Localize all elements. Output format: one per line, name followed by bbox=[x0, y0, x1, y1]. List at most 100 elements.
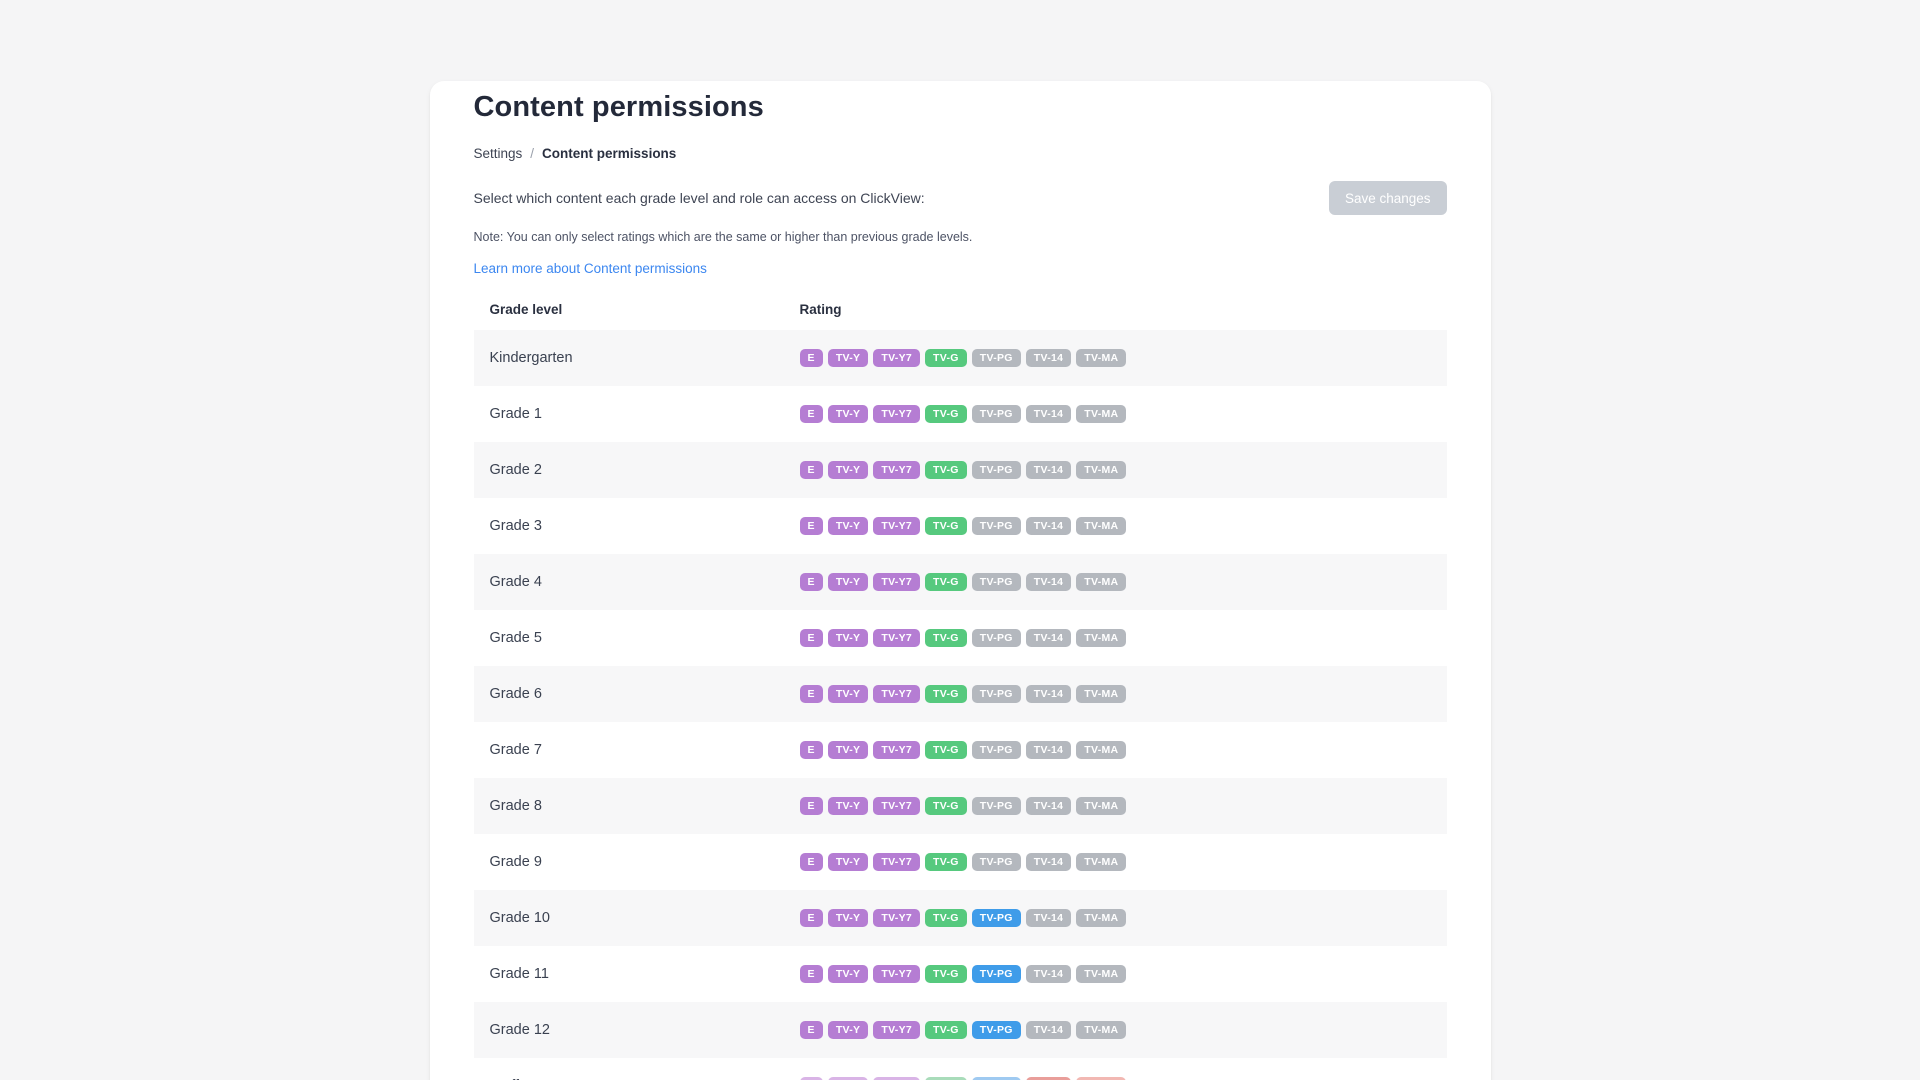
rating-badge-tv-y[interactable]: TV-Y bbox=[827, 965, 869, 983]
rating-badge-tv-y[interactable]: TV-Y bbox=[827, 909, 869, 927]
rating-badge-tv-pg[interactable]: TV-PG bbox=[971, 965, 1021, 983]
rating-badge-tv-14[interactable]: TV-14 bbox=[1025, 909, 1072, 927]
rating-badge-tv-14[interactable]: TV-14 bbox=[1025, 853, 1072, 871]
rating-badge-e[interactable]: E bbox=[799, 629, 823, 647]
rating-badge-e[interactable]: E bbox=[799, 685, 823, 703]
rating-badge-tv-y7[interactable]: TV-Y7 bbox=[873, 349, 921, 367]
rating-badge-tv-y[interactable]: TV-Y bbox=[827, 517, 869, 535]
rating-badge-e[interactable]: E bbox=[799, 1021, 823, 1039]
rating-badge-tv-g[interactable]: TV-G bbox=[925, 517, 967, 535]
rating-badge-tv-y7[interactable]: TV-Y7 bbox=[873, 405, 921, 423]
rating-badge-tv-g[interactable]: TV-G bbox=[925, 853, 967, 871]
rating-badge-tv-g[interactable]: TV-G bbox=[925, 461, 967, 479]
rating-badge-tv-pg[interactable]: TV-PG bbox=[971, 909, 1021, 927]
rating-badge-tv-14[interactable]: TV-14 bbox=[1025, 965, 1072, 983]
rating-badge-tv-g[interactable]: TV-G bbox=[925, 685, 967, 703]
rating-badge-tv-y7[interactable]: TV-Y7 bbox=[873, 853, 921, 871]
rating-badge-tv-14[interactable]: TV-14 bbox=[1025, 797, 1072, 815]
rating-badge-tv-y7[interactable]: TV-Y7 bbox=[873, 965, 921, 983]
rating-badge-tv-ma[interactable]: TV-MA bbox=[1076, 461, 1127, 479]
rating-badge-tv-y7[interactable]: TV-Y7 bbox=[873, 573, 921, 591]
rating-badge-tv-y7[interactable]: TV-Y7 bbox=[873, 797, 921, 815]
rating-badge-e[interactable]: E bbox=[799, 965, 823, 983]
rating-badge-tv-y[interactable]: TV-Y bbox=[827, 685, 869, 703]
rating-badge-tv-14[interactable]: TV-14 bbox=[1025, 1021, 1072, 1039]
rating-badge-e[interactable]: E bbox=[799, 573, 823, 591]
rating-badge-tv-g[interactable]: TV-G bbox=[925, 573, 967, 591]
rating-badge-tv-g[interactable]: TV-G bbox=[925, 349, 967, 367]
rating-badge-tv-ma[interactable]: TV-MA bbox=[1076, 573, 1127, 591]
rating-badge-tv-y7[interactable]: TV-Y7 bbox=[873, 517, 921, 535]
rating-badge-tv-y[interactable]: TV-Y bbox=[827, 853, 869, 871]
rating-badge-tv-y7[interactable]: TV-Y7 bbox=[873, 741, 921, 759]
rating-badge-tv-g[interactable]: TV-G bbox=[925, 1077, 967, 1080]
rating-badge-tv-pg[interactable]: TV-PG bbox=[971, 461, 1021, 479]
rating-badge-tv-y[interactable]: TV-Y bbox=[827, 349, 869, 367]
rating-badge-e[interactable]: E bbox=[799, 909, 823, 927]
rating-badge-tv-g[interactable]: TV-G bbox=[925, 741, 967, 759]
breadcrumb-settings-link[interactable]: Settings bbox=[473, 146, 523, 161]
rating-badge-tv-g[interactable]: TV-G bbox=[925, 797, 967, 815]
rating-badge-tv-pg[interactable]: TV-PG bbox=[971, 741, 1021, 759]
rating-badge-tv-ma[interactable]: TV-MA bbox=[1076, 909, 1127, 927]
rating-badge-tv-g[interactable]: TV-G bbox=[925, 629, 967, 647]
rating-badge-tv-ma[interactable]: TV-MA bbox=[1076, 741, 1127, 759]
rating-badge-e[interactable]: E bbox=[799, 1077, 823, 1080]
rating-badge-tv-y7[interactable]: TV-Y7 bbox=[873, 685, 921, 703]
rating-badge-tv-ma[interactable]: TV-MA bbox=[1076, 517, 1127, 535]
rating-badge-tv-y7[interactable]: TV-Y7 bbox=[873, 461, 921, 479]
rating-badge-e[interactable]: E bbox=[799, 349, 823, 367]
rating-badge-tv-ma[interactable]: TV-MA bbox=[1076, 797, 1127, 815]
rating-badge-tv-14[interactable]: TV-14 bbox=[1025, 573, 1072, 591]
rating-badge-tv-ma[interactable]: TV-MA bbox=[1076, 685, 1127, 703]
rating-badge-tv-pg[interactable]: TV-PG bbox=[971, 1021, 1021, 1039]
rating-badge-e[interactable]: E bbox=[799, 797, 823, 815]
rating-badge-tv-y[interactable]: TV-Y bbox=[827, 741, 869, 759]
rating-badge-tv-y7[interactable]: TV-Y7 bbox=[873, 1021, 921, 1039]
rating-badge-tv-ma[interactable]: TV-MA bbox=[1076, 629, 1127, 647]
rating-badge-tv-g[interactable]: TV-G bbox=[925, 909, 967, 927]
learn-more-link[interactable]: Learn more about Content permissions bbox=[473, 261, 707, 276]
rating-badge-tv-ma[interactable]: TV-MA bbox=[1076, 853, 1127, 871]
save-changes-button[interactable]: Save changes bbox=[1328, 181, 1447, 215]
rating-badge-e[interactable]: E bbox=[799, 461, 823, 479]
rating-badge-tv-ma[interactable]: TV-MA bbox=[1076, 1077, 1127, 1080]
rating-badge-tv-y[interactable]: TV-Y bbox=[827, 461, 869, 479]
rating-badge-tv-pg[interactable]: TV-PG bbox=[971, 405, 1021, 423]
rating-badge-tv-y[interactable]: TV-Y bbox=[827, 573, 869, 591]
rating-badge-tv-pg[interactable]: TV-PG bbox=[971, 517, 1021, 535]
rating-badge-tv-y7[interactable]: TV-Y7 bbox=[873, 629, 921, 647]
rating-badge-tv-14[interactable]: TV-14 bbox=[1025, 741, 1072, 759]
rating-badge-tv-14[interactable]: TV-14 bbox=[1025, 349, 1072, 367]
rating-badge-tv-pg[interactable]: TV-PG bbox=[971, 797, 1021, 815]
rating-badge-tv-y[interactable]: TV-Y bbox=[827, 1021, 869, 1039]
rating-badge-e[interactable]: E bbox=[799, 517, 823, 535]
rating-badge-tv-pg[interactable]: TV-PG bbox=[971, 853, 1021, 871]
rating-badge-tv-14[interactable]: TV-14 bbox=[1025, 685, 1072, 703]
rating-badge-tv-g[interactable]: TV-G bbox=[925, 1021, 967, 1039]
rating-badge-tv-y[interactable]: TV-Y bbox=[827, 629, 869, 647]
rating-badge-tv-y[interactable]: TV-Y bbox=[827, 405, 869, 423]
rating-badge-e[interactable]: E bbox=[799, 405, 823, 423]
rating-badge-tv-14[interactable]: TV-14 bbox=[1025, 1077, 1072, 1080]
rating-badge-tv-14[interactable]: TV-14 bbox=[1025, 629, 1072, 647]
rating-badge-tv-pg[interactable]: TV-PG bbox=[971, 573, 1021, 591]
rating-badge-tv-pg[interactable]: TV-PG bbox=[971, 685, 1021, 703]
rating-badge-tv-y[interactable]: TV-Y bbox=[827, 797, 869, 815]
rating-badge-tv-g[interactable]: TV-G bbox=[925, 965, 967, 983]
rating-badge-tv-ma[interactable]: TV-MA bbox=[1076, 405, 1127, 423]
rating-badge-tv-pg[interactable]: TV-PG bbox=[971, 349, 1021, 367]
rating-badge-tv-y[interactable]: TV-Y bbox=[827, 1077, 869, 1080]
rating-badge-tv-ma[interactable]: TV-MA bbox=[1076, 965, 1127, 983]
rating-badge-tv-y7[interactable]: TV-Y7 bbox=[873, 1077, 921, 1080]
rating-badge-tv-ma[interactable]: TV-MA bbox=[1076, 1021, 1127, 1039]
rating-badge-tv-ma[interactable]: TV-MA bbox=[1076, 349, 1127, 367]
rating-badge-tv-14[interactable]: TV-14 bbox=[1025, 517, 1072, 535]
rating-badge-e[interactable]: E bbox=[799, 741, 823, 759]
rating-badge-tv-14[interactable]: TV-14 bbox=[1025, 461, 1072, 479]
rating-badge-tv-14[interactable]: TV-14 bbox=[1025, 405, 1072, 423]
rating-badge-e[interactable]: E bbox=[799, 853, 823, 871]
rating-badge-tv-y7[interactable]: TV-Y7 bbox=[873, 909, 921, 927]
rating-badge-tv-pg[interactable]: TV-PG bbox=[971, 1077, 1021, 1080]
rating-badge-tv-g[interactable]: TV-G bbox=[925, 405, 967, 423]
